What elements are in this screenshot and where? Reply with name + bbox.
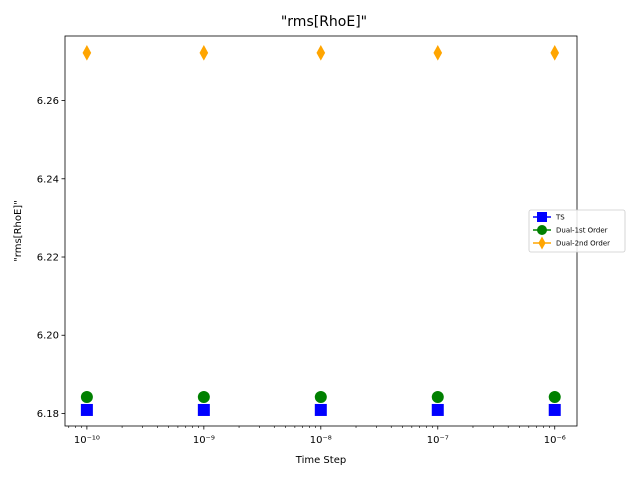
y-tick-label: 6.26 (37, 96, 59, 107)
x-tick-label: 10⁻⁸ (310, 435, 332, 446)
legend-label: TS (555, 214, 565, 222)
point-2-2 (197, 391, 210, 404)
x-axis-title: Time Step (295, 455, 346, 466)
legend-marker (537, 225, 547, 235)
point-1-1 (80, 403, 93, 416)
x-tick-label: 10⁻⁷ (427, 435, 449, 446)
legend-frame (528, 209, 626, 253)
data-marks (80, 45, 561, 416)
point-3-1 (82, 45, 92, 61)
chart-title: "rms[RhoE]" (281, 14, 367, 30)
x-tick-label: 10⁻⁶ (544, 435, 566, 446)
point-1-3 (314, 403, 327, 416)
y-tick-label: 6.18 (37, 409, 59, 420)
point-2-1 (80, 391, 93, 404)
y-tick-label: 6.20 (37, 331, 59, 342)
point-3-3 (316, 45, 326, 61)
x-tick-label: 10⁻¹⁰ (74, 435, 100, 446)
legend-marker (538, 236, 546, 250)
legend-label: Dual-2nd Order (556, 240, 610, 248)
legend-label: Dual-1st Order (556, 227, 608, 235)
y-axis-title: "rms[RhoE]" (13, 200, 24, 262)
point-2-5 (548, 391, 561, 404)
point-1-5 (548, 403, 561, 416)
point-2-3 (314, 391, 327, 404)
plot-area (65, 36, 577, 426)
legend-marker (537, 212, 547, 222)
x-axis: 10⁻¹⁰ 10⁻⁹ 10⁻⁸ 10⁻⁷ 10⁻⁶ (68, 426, 566, 446)
y-tick-label: 6.22 (37, 253, 59, 264)
point-3-5 (550, 45, 560, 61)
legend: TS Dual-1st Order Dual-2nd Order (528, 209, 626, 253)
point-2-4 (431, 391, 444, 404)
y-tick-label: 6.24 (37, 174, 59, 185)
point-1-2 (197, 403, 210, 416)
point-3-4 (433, 45, 443, 61)
point-1-4 (431, 403, 444, 416)
point-3-2 (199, 45, 209, 61)
x-tick-label: 10⁻⁹ (193, 435, 215, 446)
y-axis: 6.18 6.20 6.22 6.24 6.26 (37, 96, 65, 420)
